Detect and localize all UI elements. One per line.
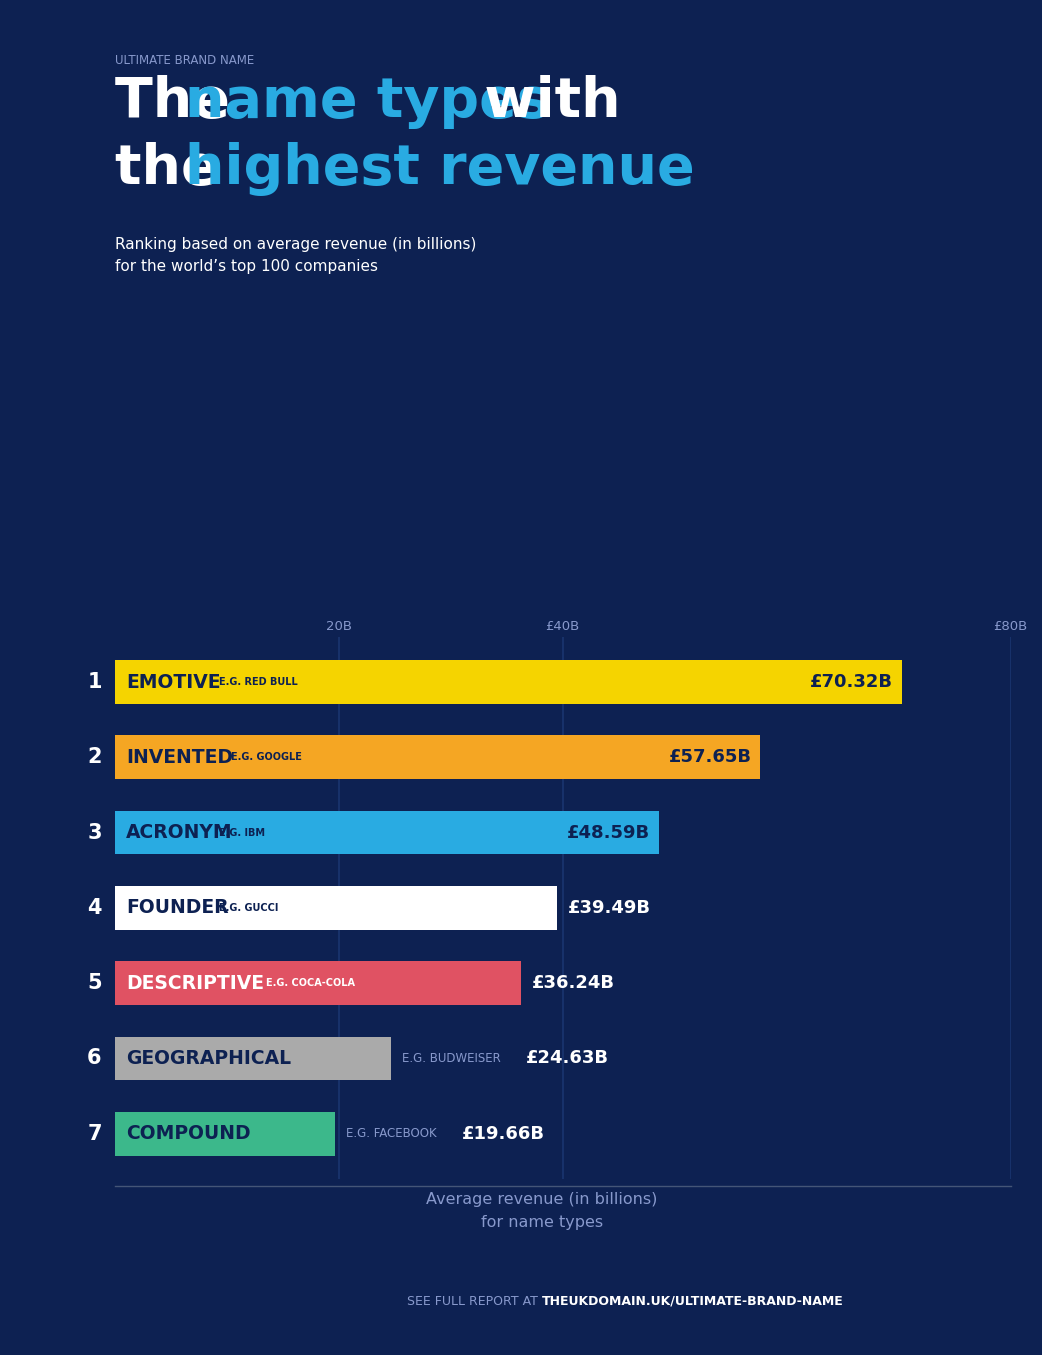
- Text: 7: 7: [88, 1123, 102, 1144]
- Text: £48.59B: £48.59B: [567, 824, 650, 841]
- Text: E.G. BUDWEISER: E.G. BUDWEISER: [402, 1051, 500, 1065]
- Text: Ranking based on average revenue (in billions)
for the world’s top 100 companies: Ranking based on average revenue (in bil…: [115, 237, 476, 274]
- Text: 20B: 20B: [326, 621, 351, 633]
- Text: with: with: [465, 75, 620, 129]
- Text: £80B: £80B: [994, 621, 1027, 633]
- Text: 2: 2: [88, 748, 102, 767]
- Text: ACRONYM: ACRONYM: [126, 822, 232, 841]
- Text: SEE FULL REPORT AT: SEE FULL REPORT AT: [407, 1294, 542, 1308]
- Bar: [115, 810, 659, 855]
- Text: E.G. GOOGLE: E.G. GOOGLE: [231, 752, 302, 763]
- Bar: [115, 660, 902, 703]
- Text: £70.32B: £70.32B: [811, 673, 893, 691]
- Text: INVENTED: INVENTED: [126, 748, 232, 767]
- Text: E.G. RED BULL: E.G. RED BULL: [220, 678, 298, 687]
- Text: £19.66B: £19.66B: [462, 1125, 545, 1142]
- Text: GEOGRAPHICAL: GEOGRAPHICAL: [126, 1049, 291, 1068]
- Text: name types: name types: [185, 75, 550, 129]
- Text: The: The: [115, 75, 249, 129]
- Text: EMOTIVE: EMOTIVE: [126, 672, 220, 691]
- Bar: [115, 736, 761, 779]
- Text: £40B: £40B: [546, 621, 579, 633]
- Text: £24.63B: £24.63B: [526, 1049, 609, 1068]
- Text: FOUNDER: FOUNDER: [126, 898, 228, 917]
- Text: 6: 6: [88, 1049, 102, 1068]
- Bar: [115, 1037, 391, 1080]
- Text: E.G. GUCCI: E.G. GUCCI: [220, 902, 278, 913]
- Bar: [115, 1112, 334, 1156]
- Text: DESCRIPTIVE: DESCRIPTIVE: [126, 974, 264, 993]
- Text: ULTIMATE BRAND NAME: ULTIMATE BRAND NAME: [115, 54, 254, 68]
- Text: 3: 3: [88, 822, 102, 843]
- Bar: [115, 886, 557, 930]
- Text: E.G. IBM: E.G. IBM: [220, 828, 266, 837]
- Text: E.G. COCA-COLA: E.G. COCA-COLA: [267, 978, 355, 988]
- Text: £39.49B: £39.49B: [568, 898, 651, 917]
- Text: E.G. FACEBOOK: E.G. FACEBOOK: [346, 1127, 437, 1140]
- Text: £57.65B: £57.65B: [668, 748, 751, 767]
- Text: Average revenue (in billions)
for name types: Average revenue (in billions) for name t…: [426, 1192, 658, 1229]
- Text: COMPOUND: COMPOUND: [126, 1125, 250, 1144]
- Text: £36.24B: £36.24B: [531, 974, 615, 992]
- Text: highest revenue: highest revenue: [185, 142, 695, 196]
- Text: 5: 5: [88, 973, 102, 993]
- Text: 1: 1: [88, 672, 102, 692]
- Text: THEUKDOMAIN.UK/ULTIMATE-BRAND-NAME: THEUKDOMAIN.UK/ULTIMATE-BRAND-NAME: [542, 1294, 844, 1308]
- Text: the: the: [115, 142, 238, 196]
- Text: 4: 4: [88, 898, 102, 917]
- Bar: [115, 961, 521, 1005]
